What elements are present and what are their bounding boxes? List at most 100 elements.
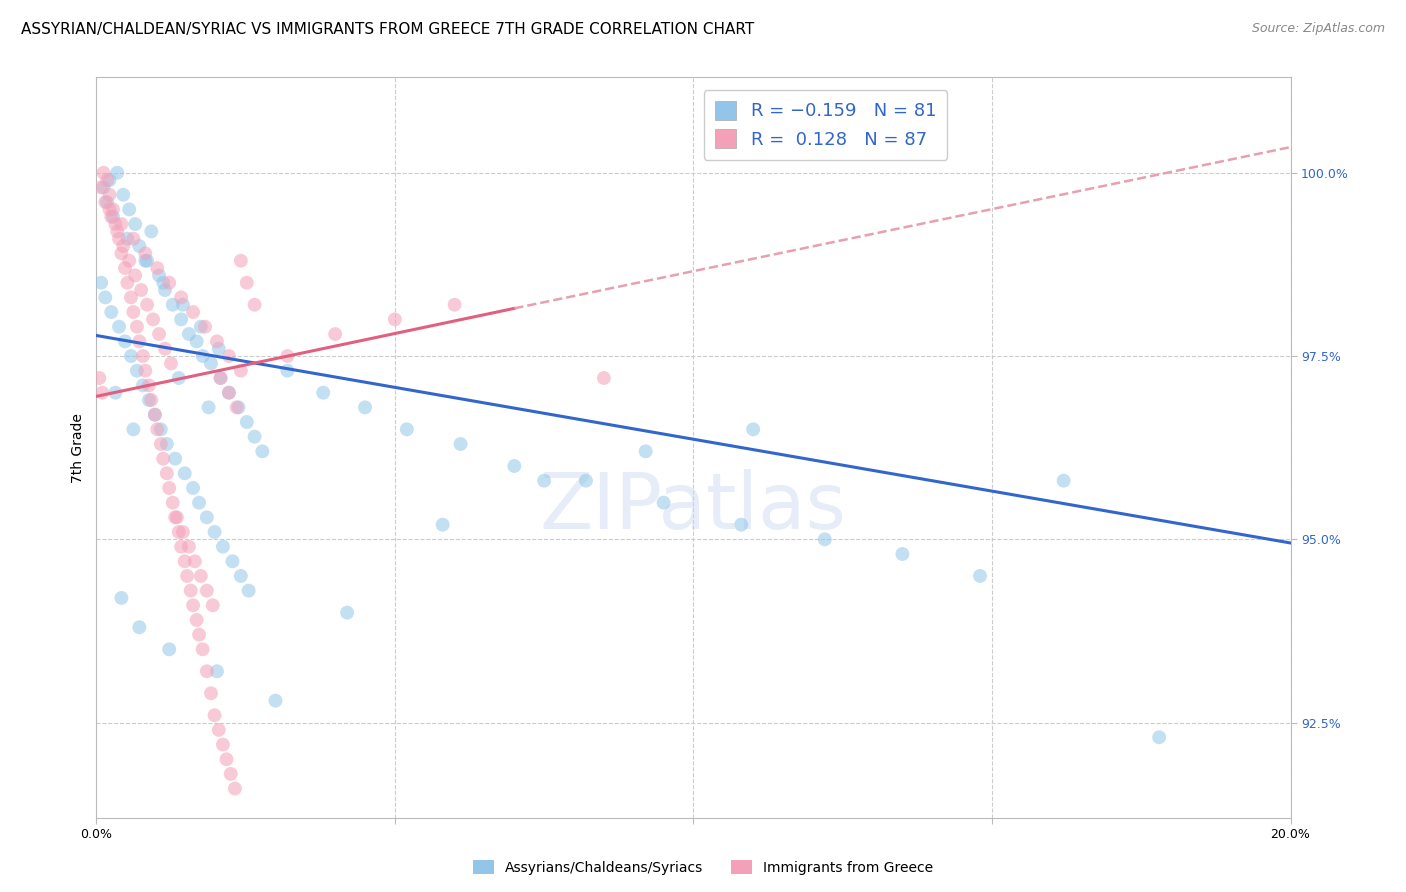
Point: [177, 326, 200, 341]
Point: [157, 642, 180, 657]
Text: ASSYRIAN/CHALDEAN/SYRIAC VS IMMIGRANTS FROM GREECE 7TH GRADE CORRELATION CHART: ASSYRIAN/CHALDEAN/SYRIAC VS IMMIGRANTS F…: [21, 22, 755, 37]
Point: [148, 268, 170, 283]
Point: [122, 305, 145, 319]
Point: [96, 173, 118, 187]
Point: [533, 474, 555, 488]
Point: [110, 591, 132, 605]
Point: [125, 319, 148, 334]
Point: [323, 326, 346, 341]
Point: [112, 239, 135, 253]
Point: [167, 524, 190, 539]
Y-axis label: 7th Grade: 7th Grade: [72, 413, 86, 483]
Point: [134, 246, 156, 260]
Point: [209, 371, 232, 385]
Point: [443, 298, 465, 312]
Point: [98, 202, 121, 217]
Point: [205, 334, 228, 349]
Point: [100, 210, 122, 224]
Point: [184, 554, 207, 568]
Point: [181, 305, 204, 319]
Point: [136, 298, 159, 312]
Point: [149, 422, 172, 436]
Point: [201, 599, 224, 613]
Point: [93, 166, 115, 180]
Point: [236, 276, 259, 290]
Point: [156, 467, 179, 481]
Point: [200, 686, 222, 700]
Point: [122, 232, 145, 246]
Point: [218, 385, 240, 400]
Point: [134, 253, 156, 268]
Point: [395, 422, 418, 436]
Point: [219, 767, 242, 781]
Point: [814, 533, 837, 547]
Point: [104, 385, 127, 400]
Point: [138, 392, 160, 407]
Point: [101, 210, 124, 224]
Point: [125, 364, 148, 378]
Point: [148, 326, 170, 341]
Point: [143, 408, 166, 422]
Point: [108, 319, 131, 334]
Point: [200, 356, 222, 370]
Point: [128, 334, 150, 349]
Point: [117, 276, 139, 290]
Point: [157, 481, 180, 495]
Point: [204, 708, 226, 723]
Point: [170, 540, 193, 554]
Point: [101, 202, 124, 217]
Point: [90, 180, 112, 194]
Point: [177, 540, 200, 554]
Point: [188, 496, 211, 510]
Point: [136, 253, 159, 268]
Point: [141, 224, 163, 238]
Point: [575, 474, 598, 488]
Point: [228, 401, 250, 415]
Point: [312, 385, 335, 400]
Point: [190, 319, 212, 334]
Point: [336, 606, 359, 620]
Point: [215, 752, 238, 766]
Point: [176, 569, 198, 583]
Point: [191, 349, 214, 363]
Point: [165, 510, 187, 524]
Point: [120, 349, 142, 363]
Point: [180, 583, 202, 598]
Point: [252, 444, 274, 458]
Point: [170, 312, 193, 326]
Text: ZIPatlas: ZIPatlas: [540, 469, 846, 545]
Point: [134, 364, 156, 378]
Point: [229, 569, 252, 583]
Point: [94, 195, 117, 210]
Point: [205, 665, 228, 679]
Point: [212, 738, 235, 752]
Text: Source: ZipAtlas.com: Source: ZipAtlas.com: [1251, 22, 1385, 36]
Point: [160, 356, 183, 370]
Point: [114, 261, 136, 276]
Point: [208, 342, 231, 356]
Point: [170, 290, 193, 304]
Point: [229, 253, 252, 268]
Point: [236, 415, 259, 429]
Point: [172, 524, 194, 539]
Point: [1052, 474, 1074, 488]
Point: [162, 298, 184, 312]
Point: [114, 334, 136, 349]
Point: [165, 451, 187, 466]
Point: [276, 349, 298, 363]
Point: [118, 253, 141, 268]
Point: [181, 599, 204, 613]
Point: [89, 371, 111, 385]
Point: [891, 547, 914, 561]
Point: [432, 517, 454, 532]
Point: [132, 349, 155, 363]
Point: [146, 422, 169, 436]
Point: [128, 239, 150, 253]
Point: [162, 496, 184, 510]
Point: [190, 569, 212, 583]
Point: [152, 276, 174, 290]
Point: [153, 342, 176, 356]
Point: [129, 283, 152, 297]
Point: [120, 290, 142, 304]
Point: [450, 437, 472, 451]
